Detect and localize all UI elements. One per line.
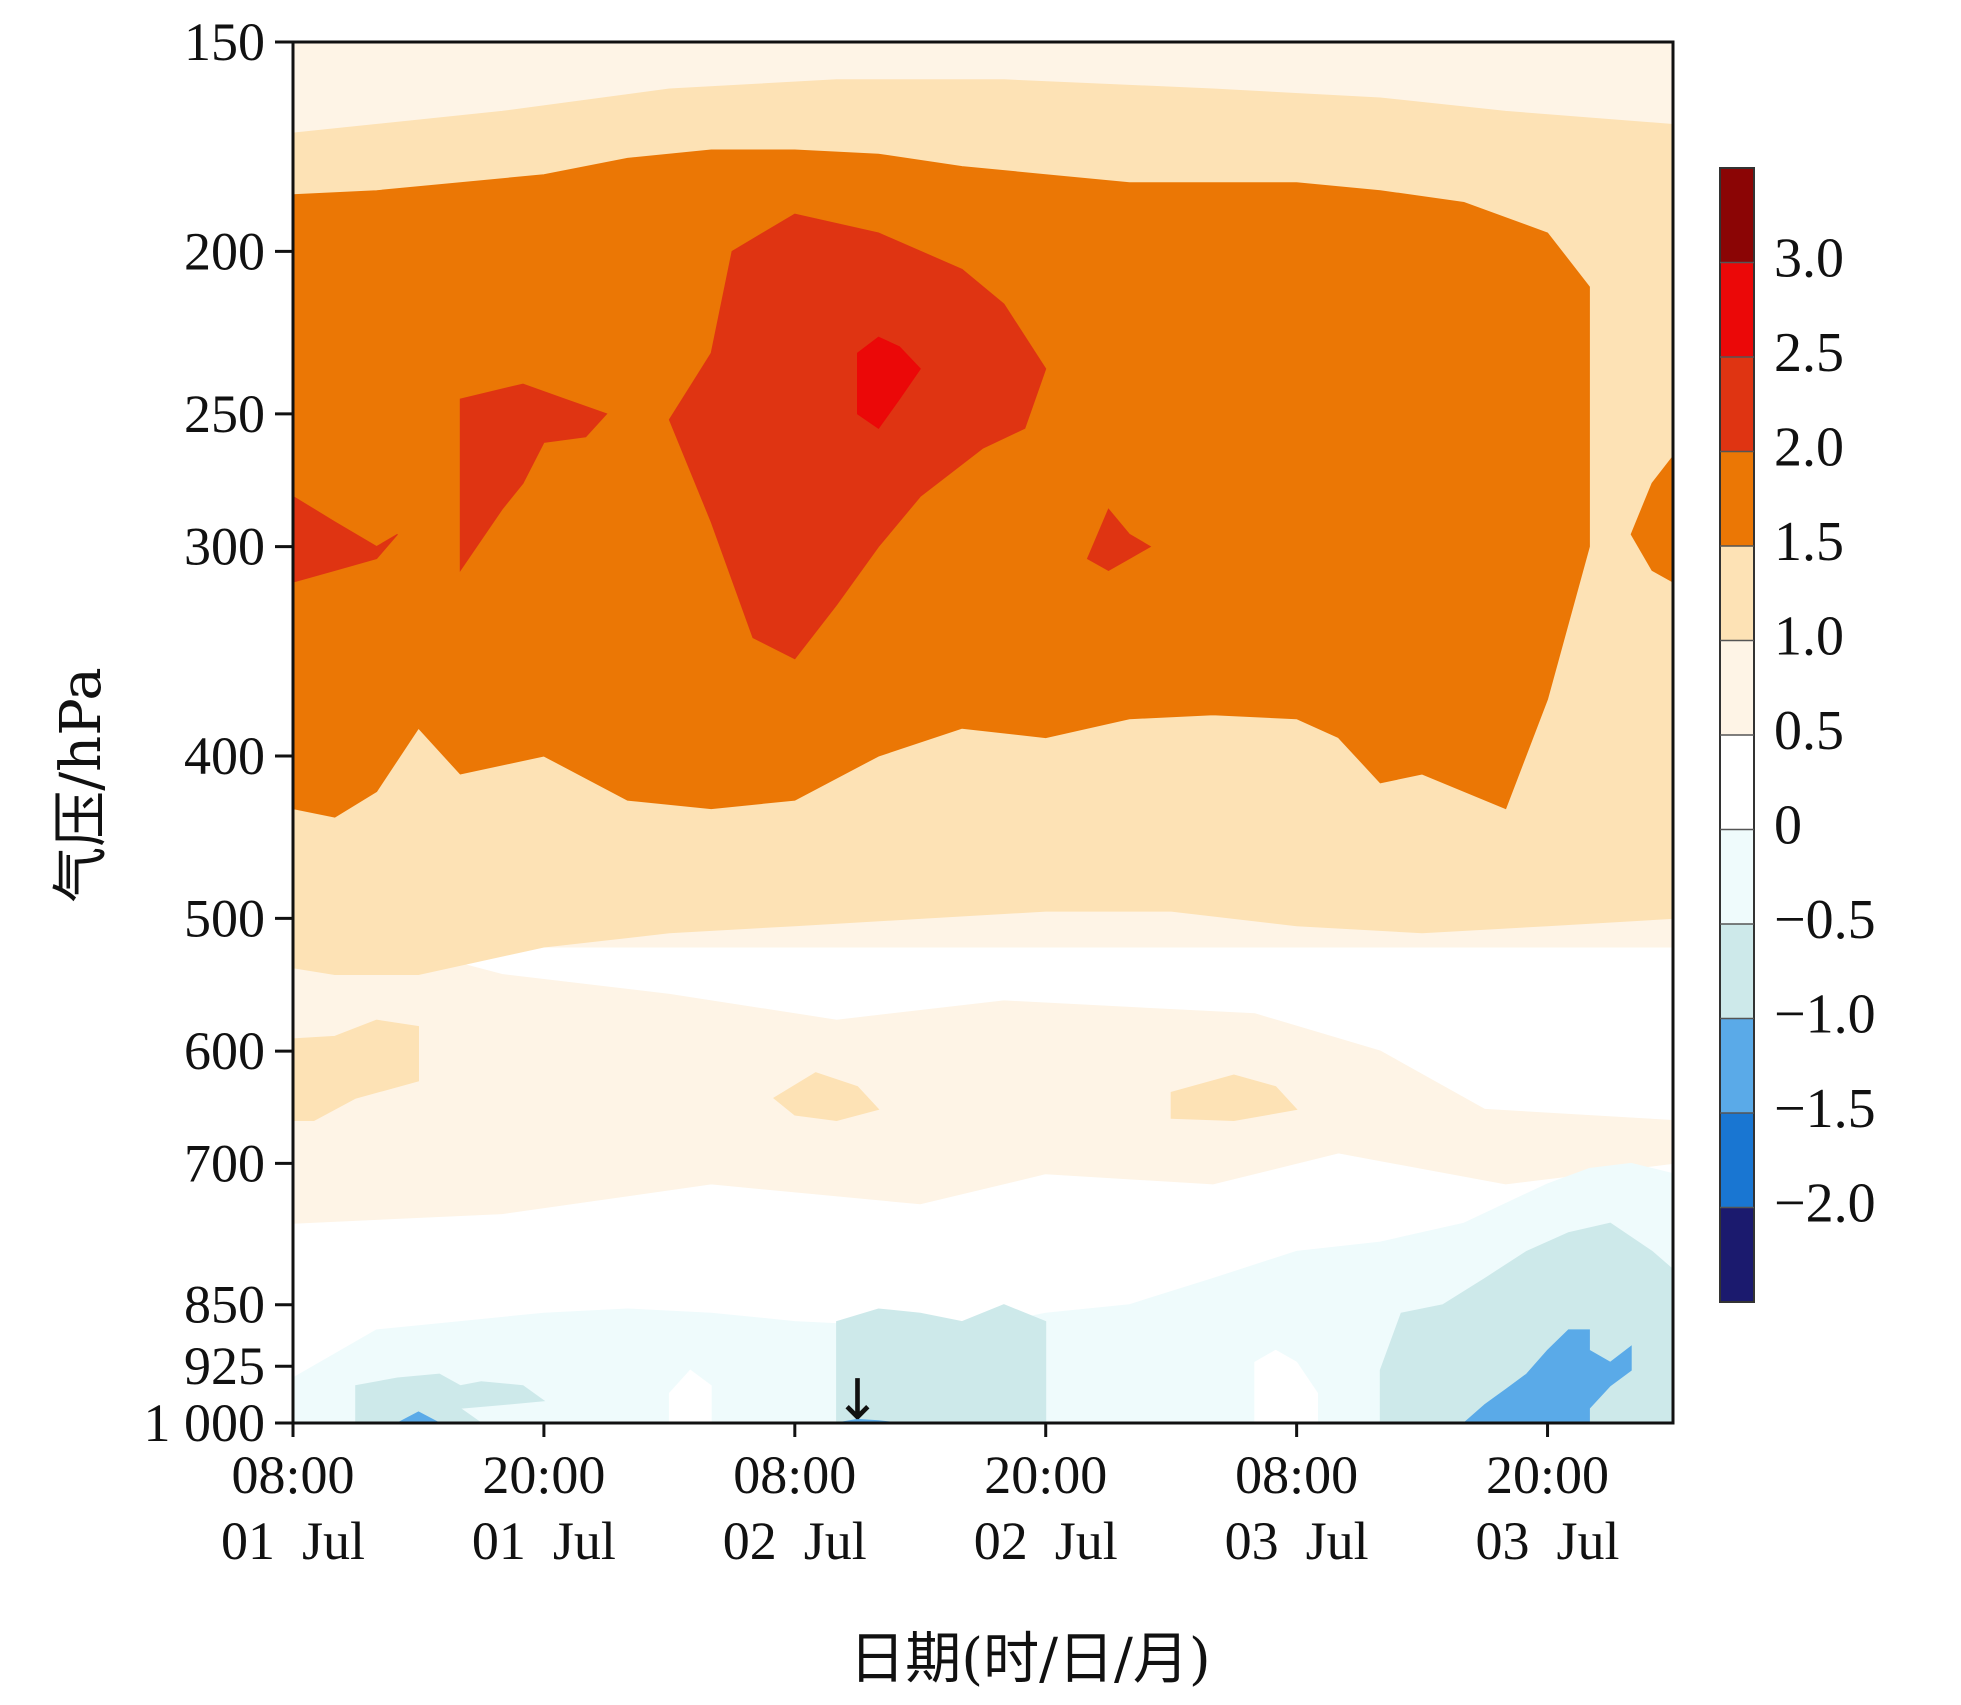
contour-region-10 bbox=[668, 213, 1047, 660]
x-tick-date: 03 Jul bbox=[1225, 1511, 1369, 1571]
colorbar-swatch bbox=[1720, 168, 1754, 263]
colorbar-label: 2.5 bbox=[1774, 322, 1844, 384]
contour-region-17 bbox=[836, 1304, 1047, 1423]
contour-region-8 bbox=[293, 495, 398, 583]
y-tick-label: 150 bbox=[184, 12, 265, 72]
x-tick-time: 20:00 bbox=[482, 1445, 605, 1505]
colorbar-label: 3.0 bbox=[1774, 228, 1844, 290]
colorbar-label: 1.5 bbox=[1774, 511, 1844, 573]
colorbar-swatch bbox=[1720, 262, 1754, 357]
contour-region-6 bbox=[293, 149, 1590, 818]
contour-layers bbox=[293, 42, 1673, 1423]
colorbar-swatch bbox=[1720, 1207, 1754, 1302]
colorbar-swatch bbox=[1720, 1018, 1754, 1113]
release-arrow-annotation: ↓ bbox=[834, 1368, 881, 1433]
x-tick-date: 02 Jul bbox=[723, 1511, 867, 1571]
colorbar-swatch bbox=[1720, 546, 1754, 641]
colorbar-swatch bbox=[1720, 357, 1754, 452]
contour-region-14 bbox=[1254, 1349, 1318, 1423]
contour-region-19 bbox=[397, 1411, 440, 1423]
colorbar-label: 2.0 bbox=[1774, 417, 1844, 479]
y-tick-label: 200 bbox=[184, 221, 265, 281]
colorbar-label: −0.5 bbox=[1774, 889, 1876, 951]
colorbar-swatch bbox=[1720, 451, 1754, 546]
contour-region-4 bbox=[773, 1072, 880, 1122]
x-tick-time: 20:00 bbox=[1486, 1445, 1609, 1505]
contour-region-3 bbox=[293, 1019, 419, 1121]
x-tick-date: 01 Jul bbox=[472, 1511, 616, 1571]
colorbar-swatch bbox=[1720, 640, 1754, 735]
colorbar-label: −1.0 bbox=[1774, 984, 1876, 1046]
contour-region-13 bbox=[293, 1162, 1673, 1423]
y-tick-label: 925 bbox=[184, 1336, 265, 1396]
colorbar-swatch bbox=[1720, 735, 1754, 830]
x-axis-title: 日期(时/日/月) bbox=[849, 1627, 1210, 1692]
y-tick-label: 500 bbox=[184, 888, 265, 948]
contour-region-12 bbox=[857, 336, 921, 429]
contour-region-9 bbox=[459, 383, 608, 573]
colorbar-label: −2.0 bbox=[1774, 1173, 1876, 1235]
x-tick-date: 01 Jul bbox=[221, 1511, 365, 1571]
x-tick-time: 08:00 bbox=[1235, 1445, 1358, 1505]
y-axis-title: 气压/hPa bbox=[49, 667, 114, 902]
plot-frame bbox=[291, 40, 1675, 1425]
contour-region-16 bbox=[355, 1373, 546, 1423]
x-tick-time: 20:00 bbox=[984, 1445, 1107, 1505]
y-tick-label: 600 bbox=[184, 1021, 265, 1081]
colorbar-swatch bbox=[1720, 1113, 1754, 1208]
contour-region-11 bbox=[1086, 508, 1152, 571]
y-tick-label: 400 bbox=[184, 726, 265, 786]
x-tick-date: 02 Jul bbox=[974, 1511, 1118, 1571]
y-tick-label: 700 bbox=[184, 1133, 265, 1193]
x-tick-time: 08:00 bbox=[733, 1445, 856, 1505]
contour-region-15 bbox=[668, 1369, 712, 1423]
colorbar-swatch bbox=[1720, 829, 1754, 924]
colorbar-label: 0 bbox=[1774, 795, 1802, 857]
colorbar-label: −1.5 bbox=[1774, 1078, 1876, 1140]
y-tick-label: 850 bbox=[184, 1275, 265, 1335]
contour-region-1 bbox=[293, 946, 1673, 1224]
colorbar-label: 1.0 bbox=[1774, 606, 1844, 668]
y-tick-label: 300 bbox=[184, 517, 265, 577]
y-tick-label: 1 000 bbox=[144, 1393, 266, 1453]
contour-region-21 bbox=[1463, 1329, 1632, 1423]
x-tick-date: 03 Jul bbox=[1476, 1511, 1620, 1571]
colorbar-label: 0.5 bbox=[1774, 700, 1844, 762]
contour-region-7 bbox=[1630, 455, 1673, 583]
colorbar-swatch bbox=[1720, 924, 1754, 1019]
colorbar: 3.0 2.5 2.0 1.5 1.0 0.5 0 −0.5 −1.0 −1.5 −2.0 bbox=[1719, 167, 1876, 1303]
contour-region-5 bbox=[1170, 1074, 1298, 1122]
x-tick-time: 08:00 bbox=[231, 1445, 354, 1505]
y-tick-label: 250 bbox=[184, 384, 265, 444]
